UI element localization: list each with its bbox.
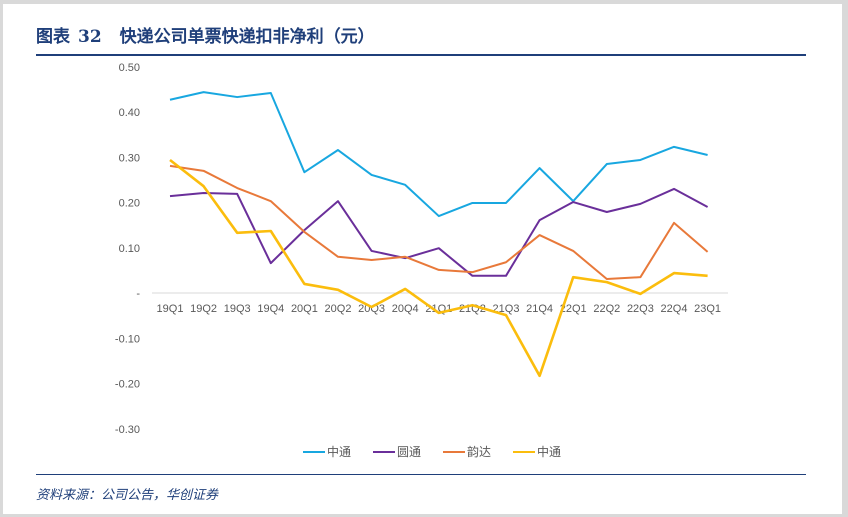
legend-label: 韵达	[467, 444, 491, 459]
y-tick-label: -0.30	[115, 424, 140, 436]
x-tick-label: 19Q1	[157, 303, 184, 315]
series-line	[169, 91, 708, 218]
x-tick-label: 19Q2	[190, 303, 217, 315]
title-divider	[36, 54, 806, 56]
series-line	[169, 164, 709, 280]
x-tick-label: 22Q2	[593, 303, 620, 315]
x-tick-label: 22Q3	[627, 303, 654, 315]
x-tick-label: 20Q3	[358, 303, 385, 315]
figure-title: 图表 32 快递公司单票快递扣非净利（元）	[36, 22, 375, 47]
x-tick-label: 22Q4	[661, 303, 688, 315]
legend-label: 中通	[327, 444, 351, 459]
x-tick-label: 22Q1	[560, 303, 587, 315]
source-divider	[36, 474, 806, 475]
figure-label: 图表	[36, 27, 70, 47]
y-tick-label: 0.10	[119, 243, 140, 255]
y-tick-label: 0.30	[119, 152, 140, 164]
series-line	[169, 158, 708, 378]
y-tick-label: 0.50	[119, 62, 140, 74]
x-tick-label: 23Q1	[694, 303, 721, 315]
x-tick-label: 19Q4	[257, 303, 284, 315]
legend-label: 圆通	[397, 445, 421, 459]
x-tick-label: 21Q4	[526, 303, 553, 315]
x-tick-label: 19Q3	[224, 303, 251, 315]
y-tick-label: 0.20	[119, 198, 140, 210]
y-tick-label: -	[136, 288, 140, 300]
y-tick-label: -0.20	[115, 379, 140, 391]
x-tick-label: 20Q2	[325, 303, 352, 315]
source-note: 资料来源：公司公告，华创证券	[36, 488, 219, 503]
report-page: 图表 32 快递公司单票快递扣非净利（元） 资料来源：公司公告，华创证券	[3, 4, 842, 514]
figure-number: 32	[78, 27, 102, 47]
x-tick-label: 20Q1	[291, 303, 318, 315]
series-line	[169, 187, 709, 277]
y-tick-label: -0.10	[115, 333, 140, 345]
y-tick-label: 0.40	[119, 107, 140, 119]
figure-title-text: 快递公司单票快递扣非净利（元）	[119, 27, 375, 47]
x-tick-label: 20Q4	[392, 303, 419, 315]
legend-label: 中通	[537, 444, 561, 459]
